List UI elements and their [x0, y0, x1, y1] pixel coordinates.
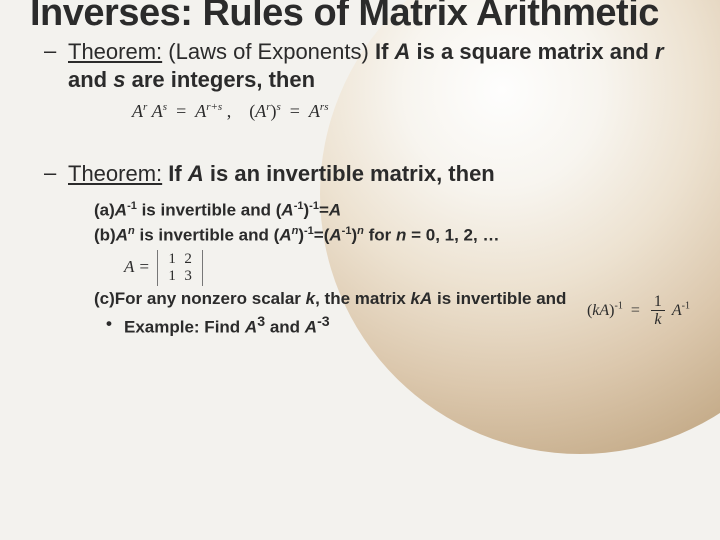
slide: Inverses: Rules of Matrix Arithmetic The…: [0, 0, 720, 534]
item-b: (b)An is invertible and (An)-1=(A-1)n fo…: [94, 224, 690, 248]
m-11: 3: [180, 268, 196, 285]
ex-and: and: [270, 318, 300, 337]
eq1-Ars-base: A: [195, 101, 206, 121]
b-Ainv-exp: -1: [342, 225, 352, 237]
frac-num: 1: [651, 294, 665, 311]
fraction-1-over-k: 1 k: [651, 294, 665, 329]
a-A: A: [115, 200, 127, 219]
b-n: n: [396, 226, 406, 245]
b-pbase: A: [279, 226, 291, 245]
t1-mid1: is a square matrix and: [417, 39, 649, 64]
theorem1-lead: Theorem:: [68, 39, 162, 64]
b-poutexp: -1: [304, 225, 314, 237]
t2-cond: If: [168, 161, 181, 186]
b-range: = 0, 1, 2, …: [411, 226, 499, 245]
eq1-As-exp: s: [163, 101, 167, 113]
eq1-eq2: =: [290, 101, 300, 121]
kA-inverse-equation: (kA)-1 = 1 k A-1: [587, 294, 690, 329]
c-k: k: [306, 289, 315, 308]
t1-tail: are integers, then: [132, 67, 315, 92]
sf-eq: =: [631, 302, 640, 319]
c-t3: is invertible and: [437, 289, 566, 308]
theorem1-paren: (Laws of Exponents): [168, 39, 369, 64]
theorem1-equation: Ar As = Ar+s , (Ar)s = Ars: [132, 101, 690, 122]
c-kA: kA: [411, 289, 433, 308]
c-t1: For any nonzero scalar: [115, 289, 301, 308]
theorem1-text: Theorem: (Laws of Exponents) If A is a s…: [68, 38, 690, 95]
b-t2: is invertible and: [139, 226, 268, 245]
item-b-label: (b): [94, 226, 116, 245]
t1-r: r: [655, 39, 664, 64]
t1-and: and: [68, 67, 107, 92]
theorem2-lead: Theorem:: [68, 161, 162, 186]
b-An-exp: n: [128, 225, 135, 237]
sf-A: A: [672, 302, 682, 319]
item-c-label: (c): [94, 289, 115, 308]
item-a-label: (a): [94, 200, 115, 219]
theorem2-text: Theorem: If A is an invertible matrix, t…: [68, 160, 690, 189]
b-Ainv-base: A: [329, 226, 341, 245]
t1-cond: If: [375, 39, 388, 64]
theorem-laws-of-exponents: Theorem: (Laws of Exponents) If A is a s…: [68, 38, 690, 122]
matrix-2x2: 12 13: [157, 250, 203, 287]
theorem-invertible: Theorem: If A is an invertible matrix, t…: [68, 160, 690, 189]
eq1-Ar-exp: r: [143, 101, 147, 113]
a-rhsA: A: [329, 200, 341, 219]
a-t2: is invertible and: [142, 200, 271, 219]
eq1-Ars2-base: A: [309, 101, 320, 121]
b-An-base: A: [116, 226, 128, 245]
t2-tail: is an invertible matrix, then: [210, 161, 495, 186]
eq1-p-base: A: [255, 101, 266, 121]
b-for: for: [369, 226, 392, 245]
eq1-Ars-exp: r+s: [206, 101, 222, 113]
item-b-matrix-line: A = 12 13: [124, 250, 690, 287]
eq1-Ar-base: A: [132, 101, 143, 121]
ex-Am3-exp: -3: [317, 314, 330, 330]
eq1-eq1: =: [176, 101, 186, 121]
ex-A3-exp: 3: [257, 314, 265, 330]
c-t2: , the matrix: [315, 289, 406, 308]
a-poutexp: -1: [309, 200, 319, 212]
t1-s: s: [113, 67, 125, 92]
b-rp-exp: n: [357, 225, 364, 237]
m-00: 1: [164, 251, 180, 268]
a-eq: =: [319, 200, 329, 219]
eq1-Ars2-exp: rs: [320, 101, 329, 113]
eq1-As-base: A: [152, 101, 163, 121]
sf-exp: -1: [615, 301, 623, 312]
slide-title: Inverses: Rules of Matrix Arithmetic: [30, 0, 690, 34]
ex-Am3-base: A: [305, 318, 317, 337]
item-a: (a)A-1 is invertible and (A-1)-1=A: [94, 199, 690, 223]
a-pbase: A: [281, 200, 293, 219]
sf-Aexp: -1: [682, 301, 690, 312]
frac-den: k: [651, 311, 665, 329]
b-eq: =(: [314, 226, 330, 245]
sf-kA: kA: [592, 302, 609, 319]
ex-lead: Example: Find: [124, 318, 240, 337]
m-10: 1: [164, 268, 180, 285]
ex-A3-base: A: [245, 318, 257, 337]
b-mat-Aeq: A =: [124, 257, 150, 276]
t1-A: A: [395, 39, 411, 64]
m-01: 2: [180, 251, 196, 268]
t2-A: A: [188, 161, 204, 186]
a-Aexp: -1: [127, 200, 137, 212]
eq1-p-outexp: s: [276, 101, 280, 113]
eq1-comma: ,: [227, 101, 232, 121]
